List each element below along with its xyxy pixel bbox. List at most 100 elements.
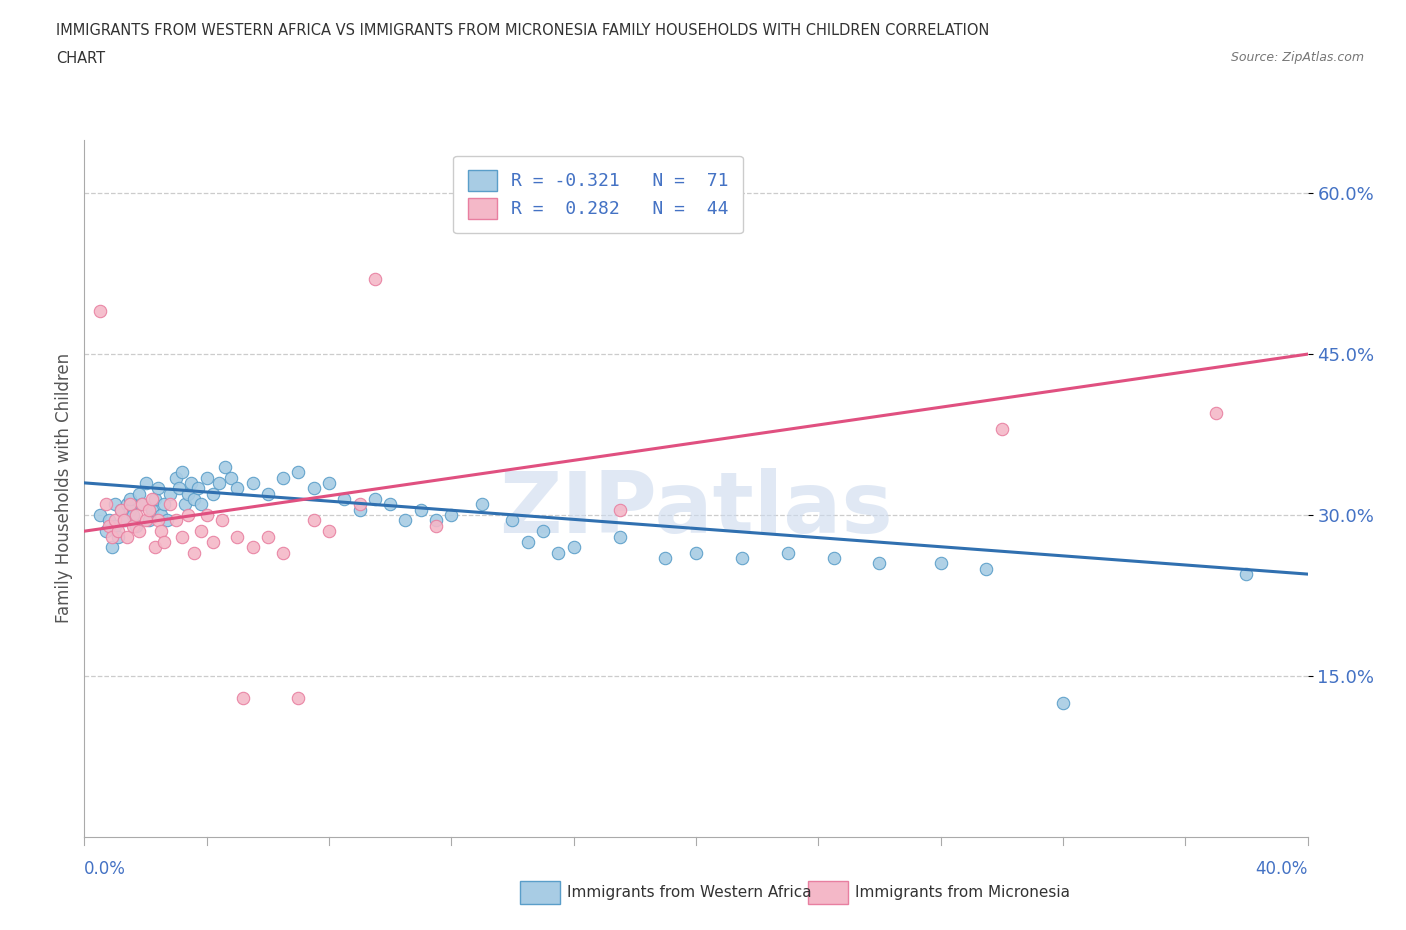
Point (107, 524, 129, 538)
Point (219, 470, 242, 485)
Point (172, 465, 194, 480)
Point (180, 475, 202, 490)
Point (112, 513, 135, 528)
Point (349, 497, 371, 512)
Point (104, 497, 127, 512)
Text: Immigrants from Micronesia: Immigrants from Micronesia (855, 885, 1070, 900)
Point (131, 497, 153, 512)
Y-axis label: Family Households with Children: Family Households with Children (55, 353, 73, 623)
Point (394, 513, 416, 528)
Point (165, 513, 187, 528)
Point (174, 497, 197, 512)
Point (195, 470, 218, 485)
Point (89, 508, 111, 523)
Point (101, 539, 124, 554)
Point (609, 502, 631, 517)
Point (149, 508, 172, 523)
Point (120, 497, 142, 512)
Point (271, 545, 294, 560)
Text: Immigrants from Western Africa: Immigrants from Western Africa (567, 885, 811, 900)
Point (425, 513, 447, 528)
Point (502, 513, 524, 528)
Point (104, 518, 127, 533)
Point (302, 481, 325, 496)
Point (115, 529, 138, 544)
Point (547, 545, 569, 560)
Text: CHART: CHART (56, 51, 105, 66)
Point (364, 272, 387, 286)
Point (149, 524, 172, 538)
Point (364, 492, 387, 507)
Point (425, 518, 447, 533)
Point (333, 492, 356, 507)
Point (1205, 405, 1227, 420)
Point (128, 524, 150, 538)
Point (1234, 566, 1257, 581)
Point (731, 551, 754, 565)
Point (146, 481, 169, 496)
Point (211, 513, 233, 528)
Point (128, 486, 150, 501)
Text: ZIPatlas: ZIPatlas (499, 468, 893, 551)
Point (190, 524, 212, 538)
Point (167, 481, 190, 496)
Point (159, 497, 181, 512)
Point (287, 465, 309, 480)
Point (153, 497, 176, 512)
Point (991, 422, 1014, 437)
Point (409, 502, 432, 517)
Point (471, 497, 494, 512)
Point (143, 539, 166, 554)
Point (242, 539, 264, 554)
Point (531, 524, 554, 538)
Point (120, 492, 142, 507)
Point (823, 551, 845, 565)
Point (380, 497, 402, 512)
Point (232, 690, 254, 705)
Point (257, 529, 280, 544)
Point (138, 513, 160, 528)
Point (135, 475, 157, 490)
Text: IMMIGRANTS FROM WESTERN AFRICA VS IMMIGRANTS FROM MICRONESIA FAMILY HOUSEHOLDS W: IMMIGRANTS FROM WESTERN AFRICA VS IMMIGR… (56, 23, 990, 38)
Point (138, 502, 160, 517)
Point (226, 529, 249, 544)
Point (112, 513, 135, 528)
Point (122, 518, 145, 533)
Legend: R = -0.321   N =  71, R =  0.282   N =  44: R = -0.321 N = 71, R = 0.282 N = 44 (453, 155, 742, 233)
Point (125, 508, 148, 523)
Point (271, 470, 294, 485)
Point (208, 475, 231, 490)
Point (318, 475, 340, 490)
Point (153, 535, 176, 550)
Point (156, 513, 179, 528)
Point (929, 556, 952, 571)
Point (1052, 696, 1074, 711)
Point (287, 690, 309, 705)
Point (172, 529, 194, 544)
Point (201, 535, 224, 550)
Point (177, 486, 200, 501)
Point (183, 545, 205, 560)
Point (141, 502, 163, 517)
Point (115, 497, 138, 512)
Point (685, 545, 707, 560)
Point (122, 508, 145, 523)
Point (257, 486, 280, 501)
Point (107, 529, 129, 544)
Point (201, 486, 224, 501)
Point (165, 470, 187, 485)
Point (440, 508, 463, 523)
Point (97, 513, 120, 528)
Point (159, 486, 181, 501)
Point (654, 551, 676, 565)
Point (869, 556, 891, 571)
Point (135, 513, 157, 528)
Point (125, 518, 148, 533)
Point (516, 535, 538, 550)
Point (120, 502, 142, 517)
Point (226, 481, 249, 496)
Point (195, 508, 218, 523)
Text: 40.0%: 40.0% (1256, 860, 1308, 878)
Point (94, 524, 117, 538)
Point (776, 545, 799, 560)
